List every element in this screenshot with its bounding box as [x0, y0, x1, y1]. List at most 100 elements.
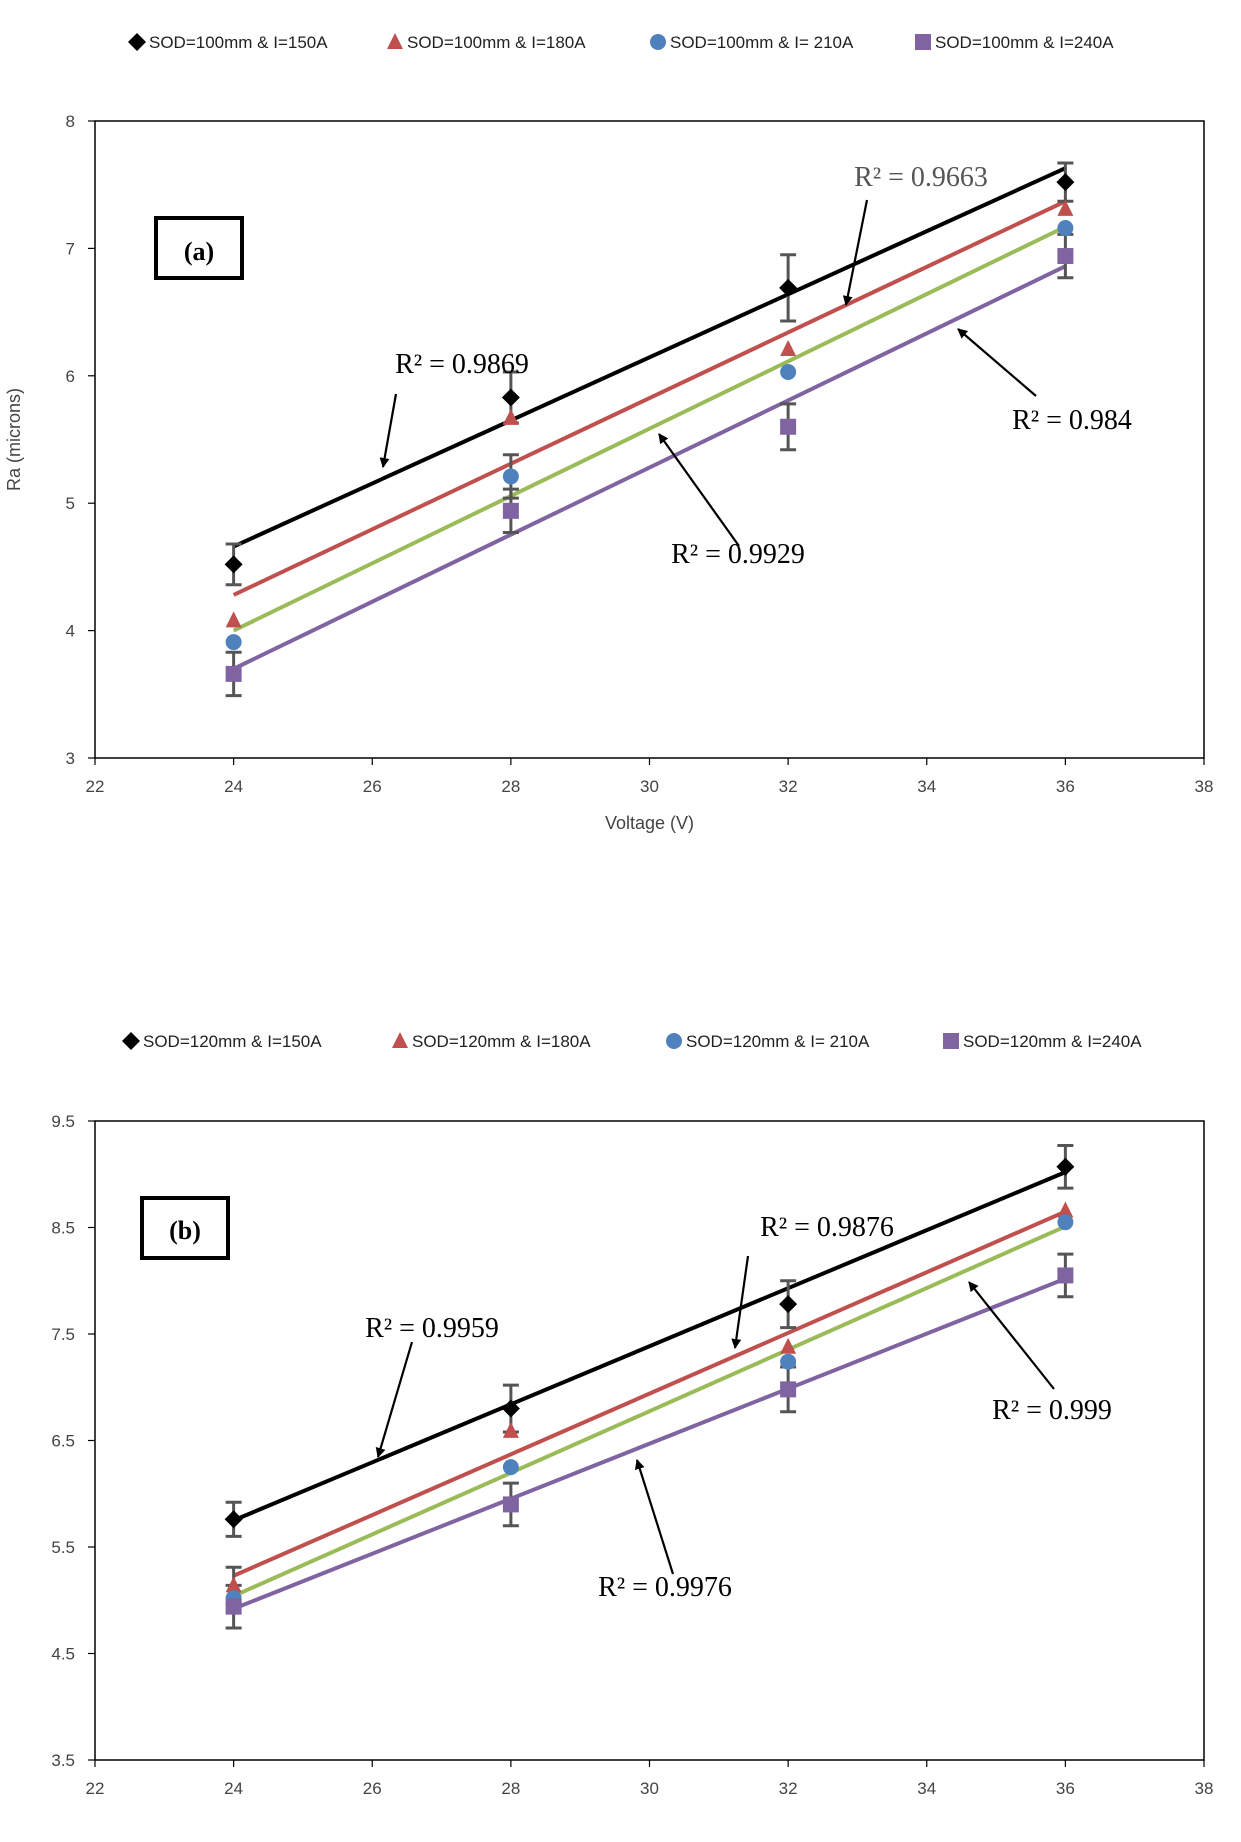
x-tick-label: 24 [224, 777, 243, 796]
y-tick-label: 7 [66, 239, 75, 258]
data-point [1057, 199, 1074, 216]
annotation-arrow [375, 1341, 414, 1458]
legend-entry: SOD=120mm & I=180A [412, 1032, 591, 1051]
x-tick-label: 26 [363, 1779, 382, 1798]
data-point [501, 388, 520, 407]
legend-entry: SOD=120mm & I=150A [143, 1032, 322, 1051]
x-tick-label: 26 [363, 777, 382, 796]
x-tick-label: 22 [86, 1779, 105, 1798]
legend-marker [128, 33, 146, 51]
x-tick-label: 34 [917, 1779, 936, 1798]
x-tick-label: 28 [501, 1779, 520, 1798]
data-point [780, 1353, 797, 1370]
legend-entry: SOD=100mm & I=150A [149, 33, 328, 52]
data-point [502, 1459, 519, 1476]
legend: SOD=120mm & I=150A SOD=120mm & I=180A SOD=… [122, 1032, 1142, 1051]
annotation-arrow [634, 1459, 675, 1575]
y-tick-label: 8 [66, 112, 75, 131]
y-tick-label: 7.5 [51, 1325, 75, 1344]
data-point [225, 665, 242, 682]
data-point [1057, 1201, 1074, 1218]
r-squared-label: R² = 0.9976 [598, 1572, 732, 1603]
data-point [224, 555, 243, 574]
data-point [225, 634, 242, 651]
data-point [780, 1337, 797, 1354]
data-point [502, 502, 519, 519]
trend-line [232, 166, 1067, 549]
data-point [1056, 173, 1075, 192]
x-tick-label: 32 [779, 1779, 798, 1798]
legend-entry: SOD=100mm & I= 210A [670, 33, 854, 52]
data-point [225, 611, 242, 628]
legend: SOD=100mm & I=150A SOD=100mm & I=180A SOD=… [128, 33, 1114, 52]
data-point [502, 1496, 519, 1513]
chart-panel-2: 2224262830323436383.54.55.56.57.58.59.5V… [51, 1032, 1213, 1842]
r-squared-label: R² = 0.999 [992, 1395, 1112, 1426]
x-tick-label: 28 [501, 777, 520, 796]
data-point [780, 363, 797, 380]
y-tick-label: 8.5 [51, 1219, 75, 1238]
panel-label-box [140, 1196, 230, 1260]
annotation-arrow [658, 433, 740, 547]
legend-entry: SOD=120mm & I= 210A [686, 1032, 870, 1051]
legend-marker [666, 1033, 682, 1049]
y-axis-label: Ra (microns) [4, 388, 24, 491]
x-tick-label: 30 [640, 777, 659, 796]
plot-area-frame [94, 1120, 1205, 1761]
trend-line [232, 224, 1067, 633]
data-point [780, 1381, 797, 1398]
legend-entry: SOD=100mm & I=240A [935, 33, 1114, 52]
data-point [1057, 1214, 1074, 1231]
data-point [780, 340, 797, 357]
x-tick-label: 38 [1195, 1779, 1214, 1798]
x-tick-label: 30 [640, 1779, 659, 1798]
annotation-arrow [731, 1255, 750, 1349]
panel-label: (a) [184, 237, 214, 266]
legend-marker [650, 34, 666, 50]
annotation-arrow [379, 393, 398, 468]
data-point [224, 1510, 243, 1529]
y-tick-label: 5 [66, 494, 75, 513]
legend-entry: SOD=120mm & I=240A [963, 1032, 1142, 1051]
data-point [1056, 1157, 1075, 1176]
legend-marker [915, 34, 931, 50]
trend-line [232, 199, 1067, 597]
y-tick-label: 3.5 [51, 1751, 75, 1770]
data-point [779, 1295, 798, 1314]
y-tick-label: 6.5 [51, 1432, 75, 1451]
x-axis-label: Voltage (V) [605, 813, 694, 833]
data-point [502, 468, 519, 485]
annotation-arrow [968, 1281, 1055, 1390]
y-tick-label: 6 [66, 367, 75, 386]
y-tick-label: 3 [66, 749, 75, 768]
y-tick-label: 4 [66, 622, 75, 641]
data-point [1057, 220, 1074, 237]
trend-line [232, 264, 1067, 671]
annotation-arrow [957, 328, 1037, 397]
legend-marker [943, 1033, 959, 1049]
x-tick-label: 32 [779, 777, 798, 796]
panel-label: (b) [169, 1216, 201, 1245]
y-tick-label: 4.5 [51, 1645, 75, 1664]
r-squared-label: R² = 0.984 [1012, 405, 1132, 436]
data-point [225, 1576, 242, 1593]
trend-line [232, 1170, 1067, 1523]
data-point [502, 408, 519, 425]
data-point [779, 278, 798, 297]
x-tick-label: 24 [224, 1779, 243, 1798]
panel-label-box [154, 216, 244, 280]
x-tick-label: 36 [1056, 1779, 1075, 1798]
trend-line [232, 1224, 1067, 1598]
legend-entry: SOD=100mm & I=180A [407, 33, 586, 52]
trend-line [232, 1276, 1067, 1611]
y-tick-label: 9.5 [51, 1112, 75, 1131]
x-tick-label: 22 [86, 777, 105, 796]
legend-marker [387, 33, 403, 49]
data-point [225, 1598, 242, 1615]
legend-marker [392, 1032, 408, 1048]
data-point [1057, 1267, 1074, 1284]
r-squared-label: R² = 0.9663 [854, 162, 988, 193]
r-squared-label: R² = 0.9876 [760, 1212, 894, 1243]
r-squared-label: R² = 0.9869 [395, 349, 529, 380]
